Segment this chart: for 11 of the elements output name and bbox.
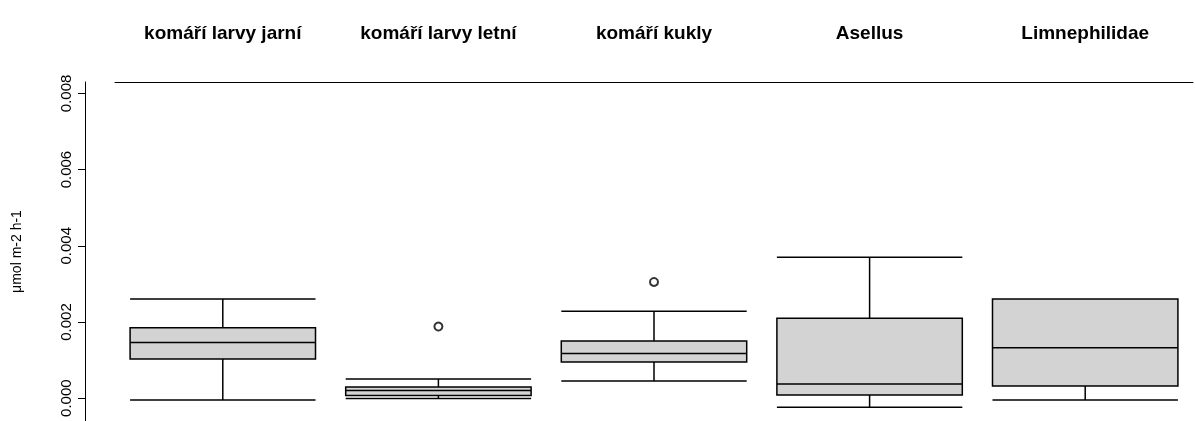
y-tick-label: 0.008 — [57, 74, 74, 113]
y-tick-label: 0.002 — [57, 303, 74, 341]
x-tick-label: komáří kukly — [595, 22, 713, 43]
y-tick-label: 0.006 — [57, 150, 74, 189]
y-tick-label: 0.000 — [57, 379, 74, 417]
x-tick-label: komáří larvy jarní — [144, 22, 303, 43]
x-tick-label: Asellus — [835, 22, 904, 43]
x-tick-label: Limnephilidae — [1021, 22, 1150, 43]
x-tick-label: komáří larvy letní — [360, 22, 518, 43]
y-tick-label: 0.004 — [57, 227, 74, 265]
y-axis-title: μmol m-2 h-1 — [8, 209, 24, 293]
